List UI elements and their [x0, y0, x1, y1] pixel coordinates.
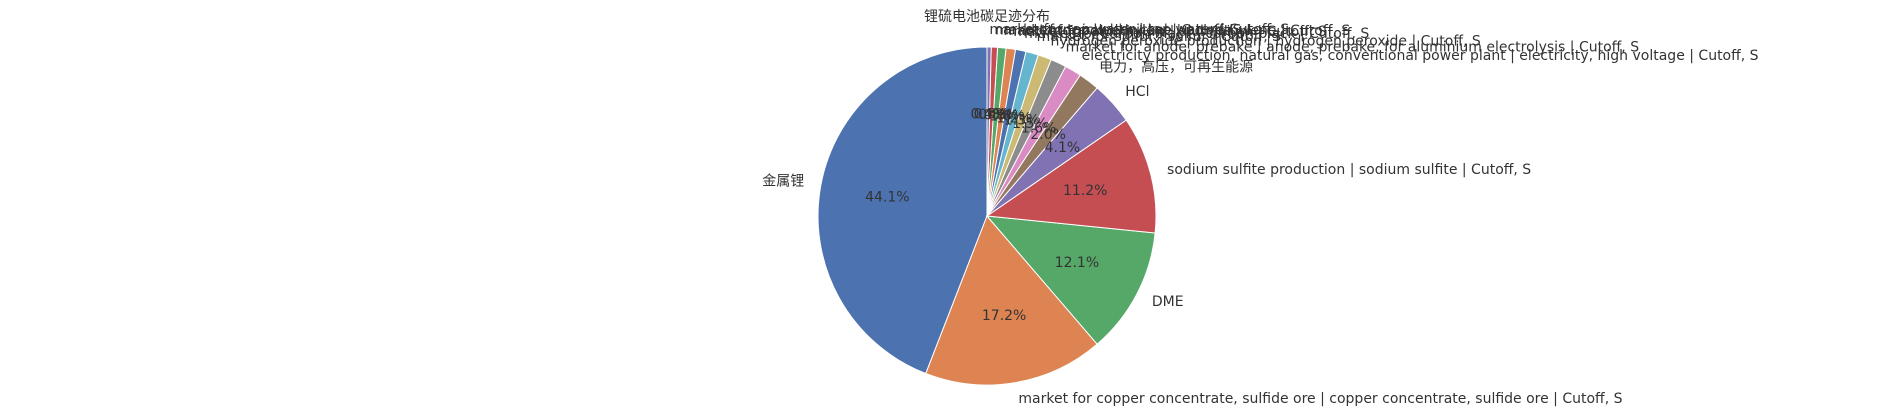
pie-slice: [985, 119, 1157, 234]
percent-label: 12.1%: [1055, 255, 1099, 271]
slice-label: market for sulfur | sulfur | Cutoff, S: [1037, 29, 1282, 45]
slice-label: electricity production, natural gas, con…: [1082, 48, 1759, 64]
pie-slice: [817, 46, 988, 375]
percent-label: 2.0%: [1030, 127, 1066, 143]
percent-label: 1.5%: [1012, 116, 1048, 132]
percent-label: 4.1%: [1045, 140, 1081, 156]
percent-label: 1.0%: [989, 109, 1025, 125]
percent-label: 1.2%: [996, 110, 1032, 126]
slice-label: market for aluminium | aluminium | Cutof…: [1013, 24, 1327, 40]
percent-label: 0.9%: [983, 108, 1019, 124]
chart-title: 锂硫电池碳足迹分布: [924, 9, 1050, 25]
slice-label: 电力，高压，可再生能源: [1099, 59, 1253, 76]
percent-label: 44.1%: [865, 189, 909, 205]
slice-label: market for tap water | tap water | Cutof…: [989, 22, 1289, 38]
percent-label: 0.4%: [970, 107, 1006, 123]
slice-label: market for carbon black | carbon black |…: [1024, 26, 1369, 42]
slice-label: 金属锂: [762, 174, 804, 190]
slice-label: market for copper concentrate, sulfide o…: [1018, 391, 1622, 407]
percent-label: 17.2%: [982, 308, 1026, 324]
percent-label: 0.6%: [974, 107, 1010, 123]
pie-slice: [986, 46, 992, 217]
percent-label: 11.2%: [1063, 183, 1107, 199]
slice-label: market for anode, prebake | anode, preba…: [1066, 40, 1640, 56]
percent-label: 1.6%: [1021, 121, 1057, 137]
slice-label: hydrogen peroxide production | hydrogen …: [1051, 33, 1481, 49]
slice-label: market for nickel | nickel | Cutoff, S: [995, 22, 1241, 38]
percent-label: 1.3%: [1004, 113, 1040, 129]
slice-label: market for polyethylene | polyethylene |…: [1003, 23, 1350, 39]
slice-label: DME: [1152, 294, 1184, 310]
slice-label: sodium sulfite production | sodium sulfi…: [1167, 162, 1531, 178]
percent-label: 0.8%: [978, 107, 1014, 123]
slice-label: HCl: [1125, 84, 1149, 100]
pie-slice: [985, 215, 1156, 345]
pie-slice: [925, 215, 1098, 386]
